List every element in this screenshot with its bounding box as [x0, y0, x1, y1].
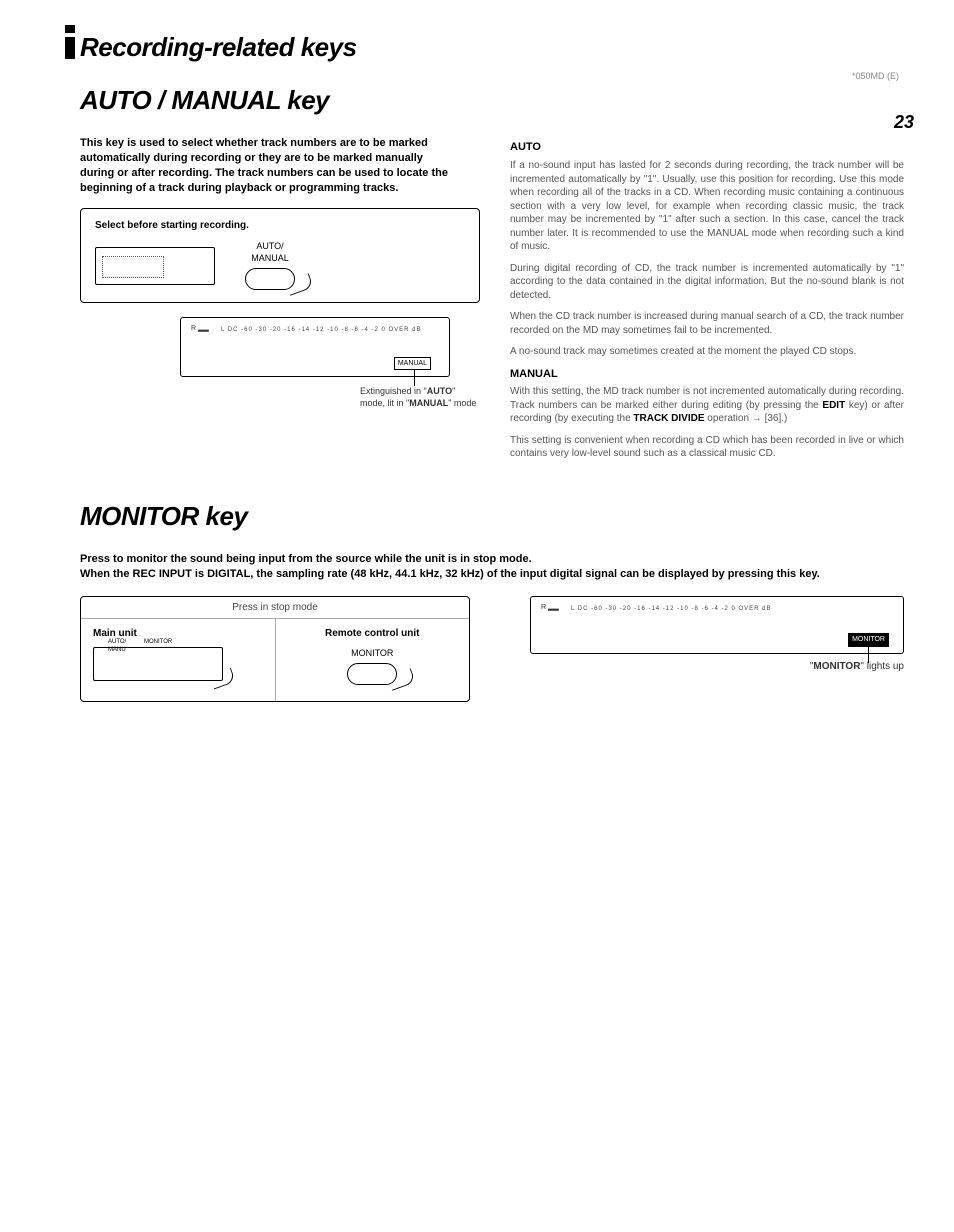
auto-manual-intro: This key is used to select whether track… — [80, 136, 460, 195]
figure-note: Extinguished in "AUTO" mode, lit in "MAN… — [360, 385, 480, 409]
auto-p1: If a no-sound input has lasted for 2 sec… — [510, 159, 904, 254]
main-unit-illustration — [95, 247, 215, 285]
display-scale: L DC -60 -30 -20 -16 -14 -12 -10 -8 -6 -… — [571, 605, 893, 613]
monitor-fig-head: Press in stop mode — [81, 597, 469, 619]
auto-manual-columns: This key is used to select whether track… — [80, 136, 904, 469]
left-column: This key is used to select whether track… — [80, 136, 480, 469]
right-column: AUTO If a no-sound input has lasted for … — [510, 136, 904, 469]
decorative-bar — [65, 25, 75, 60]
manual-p1: With this setting, the MD track number i… — [510, 385, 904, 426]
display-panel-auto: R ▂▂ L DC -60 -30 -20 -16 -14 -12 -10 -8… — [180, 317, 450, 377]
monitor-fig-body: Main unit AUTO/ MANU MONITOR Remote cont… — [81, 618, 469, 701]
figure-row: AUTO/ MANUAL — [95, 240, 465, 292]
auto-p4: A no-sound track may sometimes created a… — [510, 345, 904, 359]
section-title-monitor: MONITOR key — [80, 499, 904, 534]
main-unit-key-label-2: MONITOR — [144, 638, 172, 646]
remote-illustration: AUTO/ MANUAL — [245, 240, 295, 292]
remote-monitor-key-shape — [347, 663, 397, 685]
fig-note-text: " mode — [448, 398, 476, 408]
auto-p2: During digital recording of CD, the trac… — [510, 262, 904, 303]
fig-note-text: Extinguished in " — [360, 386, 427, 396]
monitor-figure-box: Press in stop mode Main unit AUTO/ MANU … — [80, 596, 470, 702]
manual-heading: MANUAL — [510, 367, 904, 382]
monitor-section: MONITOR key Press to monitor the sound b… — [80, 499, 904, 702]
callout-line — [414, 370, 415, 386]
display-panel-monitor: R ▂▂ L DC -60 -30 -20 -16 -14 -12 -10 -8… — [530, 596, 904, 654]
manual-p1-text: operation → [36].) — [705, 413, 788, 424]
remote-unit-label: Remote control unit — [288, 627, 458, 641]
monitor-note: "MONITOR" lights up — [530, 660, 904, 674]
fig-note-bold: AUTO — [427, 386, 452, 396]
monitor-right: R ▂▂ L DC -60 -30 -20 -16 -14 -12 -10 -8… — [530, 596, 904, 674]
figure-caption: Select before starting recording. — [95, 219, 465, 233]
callout-manual: MANUAL — [394, 357, 431, 370]
callout-line — [868, 647, 869, 663]
monitor-intro: Press to monitor the sound being input f… — [80, 552, 904, 582]
mon-note-text: " lights up — [860, 661, 904, 672]
display-symbol: R ▂▂ — [191, 324, 209, 333]
mon-note-bold: MONITOR — [813, 661, 860, 672]
display-symbol: R ▂▂ — [541, 603, 559, 612]
manual-p2: This setting is convenient when recordin… — [510, 434, 904, 461]
monitor-remote-unit: Remote control unit MONITOR — [276, 619, 470, 701]
auto-heading: AUTO — [510, 140, 904, 155]
header-code: *050MD (E) — [852, 70, 899, 82]
auto-p3: When the CD track number is increased du… — [510, 310, 904, 337]
remote-key-label: AUTO/ MANUAL — [245, 240, 295, 264]
callout-monitor: MONITOR — [848, 633, 889, 646]
remote-monitor-label: MONITOR — [288, 647, 458, 659]
main-unit-key-label-1: AUTO/ MANU — [108, 638, 126, 654]
monitor-main-unit: Main unit AUTO/ MANU MONITOR — [81, 619, 276, 701]
figure-select-before: Select before starting recording. AUTO/ … — [80, 208, 480, 304]
display-scale: L DC -60 -30 -20 -16 -14 -12 -10 -8 -6 -… — [221, 326, 439, 334]
manual-p1-bold: EDIT — [822, 400, 845, 411]
remote-key-shape — [245, 268, 295, 290]
page-number: 23 — [894, 110, 914, 134]
section-title-auto-manual: AUTO / MANUAL key — [80, 83, 904, 118]
monitor-row: Press in stop mode Main unit AUTO/ MANU … — [80, 596, 904, 702]
manual-p1-bold: TRACK DIVIDE — [633, 413, 704, 424]
fig-note-bold: MANUAL — [409, 398, 448, 408]
page-super-title: Recording-related keys — [80, 30, 904, 65]
main-unit-illustration: AUTO/ MANU MONITOR — [93, 647, 223, 681]
